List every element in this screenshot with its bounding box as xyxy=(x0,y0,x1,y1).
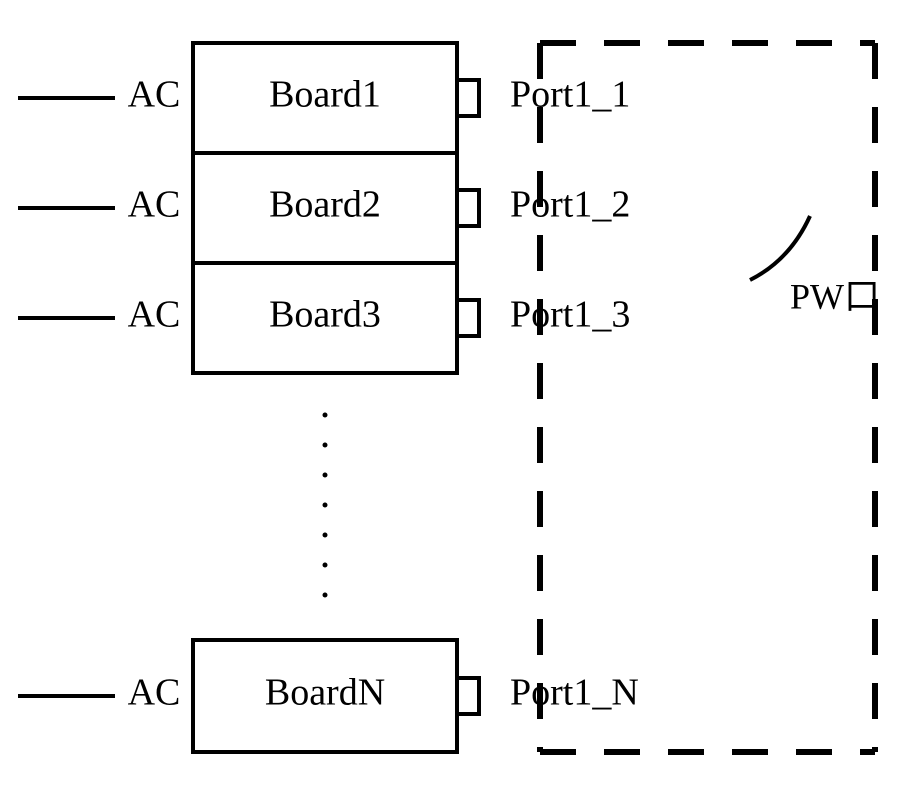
ac-label: AC xyxy=(128,672,181,714)
ellipsis-dot xyxy=(323,413,328,418)
ellipsis-dot xyxy=(323,533,328,538)
board-label: Board2 xyxy=(269,184,381,226)
ellipsis-dot xyxy=(323,473,328,478)
board-label: Board3 xyxy=(269,294,381,336)
diagram-canvas: PW口 Board1 AC Port1_1 Board2 AC Port1_2 Board3 A… xyxy=(0,0,904,801)
port-label: Port1_1 xyxy=(510,74,630,116)
pw-label: PW口 xyxy=(790,276,880,316)
ac-label: AC xyxy=(128,294,181,336)
port-label: Port1_3 xyxy=(510,294,630,336)
port-label: Port1_N xyxy=(510,672,639,714)
board-label: BoardN xyxy=(265,672,385,714)
board-label: Board1 xyxy=(269,74,381,116)
ellipsis-dot xyxy=(323,563,328,568)
ellipsis-dot xyxy=(323,593,328,598)
ellipsis-dot xyxy=(323,503,328,508)
port-label: Port1_2 xyxy=(510,184,630,226)
ac-label: AC xyxy=(128,184,181,226)
ellipsis-dot xyxy=(323,443,328,448)
ac-label: AC xyxy=(128,74,181,116)
